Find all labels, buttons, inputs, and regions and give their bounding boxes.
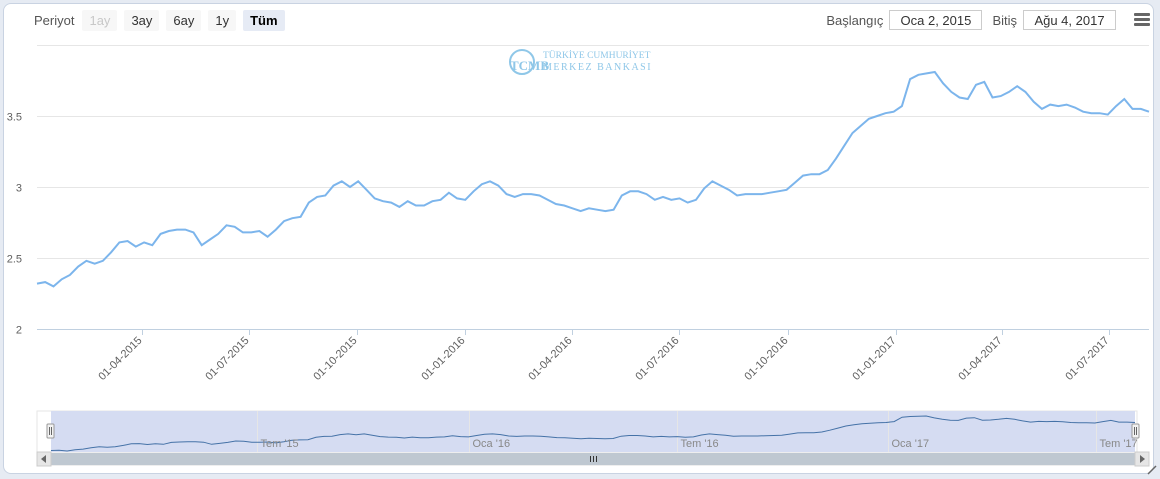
navigator[interactable]: Tem '15 Oca '16 Tem '16 Oca '17 Tem '17 <box>36 410 1140 453</box>
arrow-left-icon <box>41 455 46 463</box>
x-tick-label: 01-10-2016 <box>742 335 790 383</box>
x-tick-label: 01-04-2016 <box>526 335 574 383</box>
navigator-selected-range[interactable] <box>51 411 1135 452</box>
scroll-left-button[interactable] <box>36 451 52 467</box>
watermark-line2: MERKEZ BANKASI <box>543 62 652 73</box>
navigator-right-handle[interactable] <box>1131 423 1140 439</box>
navigator-left-handle[interactable] <box>46 423 55 439</box>
date-range-inputs: Başlangıç Oca 2, 2015 Bitiş Ağu 4, 2017 <box>826 8 1116 32</box>
navigator-grid <box>257 411 1097 452</box>
x-tick-label: 01-01-2016 <box>419 335 467 383</box>
x-axis: 01-04-2015 01-07-2015 01-10-2015 01-01-2016… <box>96 329 1112 383</box>
y-tick-label: 2 <box>16 325 22 337</box>
scroll-right-button[interactable] <box>1134 451 1150 467</box>
navigator-x-label: Oca '16 <box>473 438 511 450</box>
arrow-right-icon <box>1140 455 1145 463</box>
range-button-tüm[interactable]: Tüm <box>243 9 285 31</box>
watermark-line1: TÜRKİYE CUMHURİYET <box>543 49 651 61</box>
export-menu-icon[interactable] <box>1134 13 1150 28</box>
end-date-label: Bitiş <box>992 12 1017 28</box>
end-date-input[interactable]: Ağu 4, 2017 <box>1023 10 1116 30</box>
grid-lines <box>37 45 1149 330</box>
scrollbar-grip-icon <box>590 456 597 462</box>
x-tick-label: 01-07-2015 <box>203 335 251 383</box>
chart-container <box>3 3 1154 474</box>
range-button-1ay: 1ay <box>82 9 118 31</box>
range-selector: Periyot 1ay 3ay 6ay 1y Tüm <box>34 8 292 32</box>
navigator-x-label: Oca '17 <box>892 438 930 450</box>
y-axis: 2 2.5 3 3.5 <box>7 112 22 337</box>
x-tick-label: 01-01-2017 <box>850 335 898 383</box>
period-label: Periyot <box>34 12 75 28</box>
tcmb-watermark: TCMB TÜRKİYE CUMHURİYET MERKEZ BANKASI <box>509 49 652 75</box>
y-tick-label: 3 <box>16 183 22 195</box>
navigator-x-label: Tem '17 <box>1100 438 1138 450</box>
x-tick-label: 01-04-2017 <box>956 335 1004 383</box>
navigator-x-labels: Tem '15 Oca '16 Tem '16 Oca '17 Tem '17 <box>261 438 1138 450</box>
x-tick-label: 01-07-2016 <box>633 335 681 383</box>
navigator-x-label: Tem '15 <box>261 438 299 450</box>
y-tick-label: 2.5 <box>7 254 22 266</box>
range-button-1y[interactable]: 1y <box>208 9 237 31</box>
range-button-6ay[interactable]: 6ay <box>166 9 202 31</box>
tcmb-logo-icon: TCMB <box>509 49 549 75</box>
y-tick-label: 3.5 <box>7 112 22 124</box>
series-line <box>36 70 1150 288</box>
start-date-label: Başlangıç <box>826 12 884 28</box>
start-date-input[interactable]: Oca 2, 2015 <box>889 10 983 30</box>
x-tick-label: 01-10-2015 <box>311 335 359 383</box>
svg-text:TCMB: TCMB <box>510 58 549 73</box>
navigator-x-label: Tem '16 <box>681 438 719 450</box>
resize-grip-icon[interactable] <box>1147 465 1157 475</box>
navigator-series-line <box>50 415 1136 452</box>
x-tick-label: 01-04-2015 <box>96 335 144 383</box>
scrollbar[interactable] <box>36 451 1150 467</box>
range-button-3ay[interactable]: 3ay <box>124 9 160 31</box>
x-tick-label: 01-07-2017 <box>1063 335 1111 383</box>
range-button-group: 1ay 3ay 6ay 1y Tüm <box>82 9 291 31</box>
